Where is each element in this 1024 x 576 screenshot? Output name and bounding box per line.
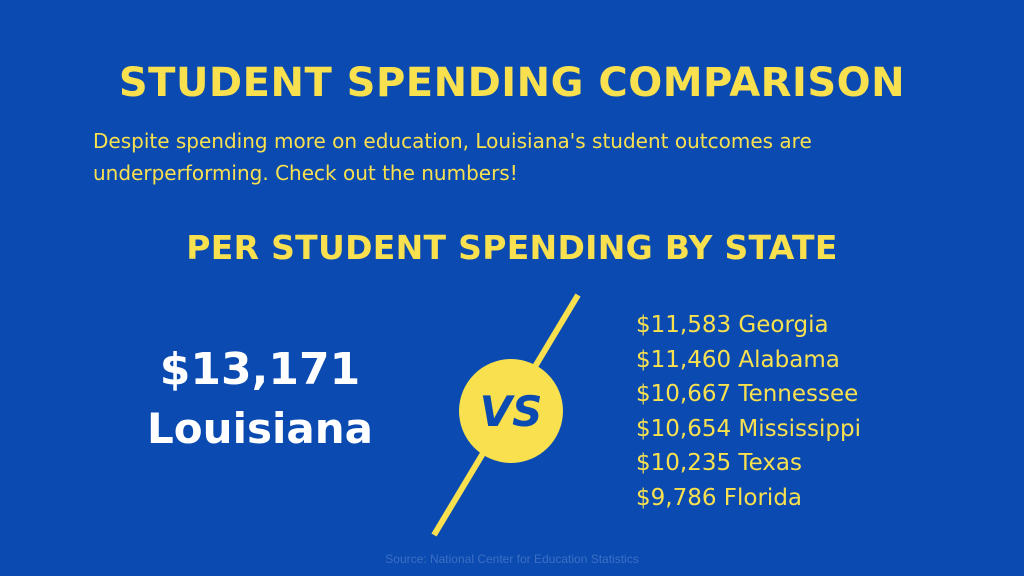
section-heading: PER STUDENT SPENDING BY STATE <box>186 228 838 267</box>
vs-divider-graphic: VS <box>431 293 581 537</box>
featured-state-block: $13,171 Louisiana <box>100 342 420 460</box>
featured-state-name: Louisiana <box>147 404 373 453</box>
featured-amount: $13,171 <box>159 344 361 395</box>
list-item: $10,667 Tennessee <box>636 381 859 407</box>
list-item: $10,654 Mississippi <box>636 415 861 442</box>
vs-badge-circle <box>459 359 563 463</box>
subtitle-text: Despite spending more on education, Loui… <box>93 129 812 185</box>
list-item: $9,786 Florida <box>636 484 803 511</box>
source-citation: Source: National Center for Education St… <box>385 552 639 566</box>
comparison-state-list: $11,583 Georgia $11,460 Alabama $10,667 … <box>636 308 861 515</box>
list-item: $11,583 Georgia <box>636 312 829 338</box>
page-title: STUDENT SPENDING COMPARISON <box>118 60 906 106</box>
vs-badge-label: VS <box>480 387 543 436</box>
list-item: $10,235 Texas <box>636 450 802 476</box>
list-item: $11,460 Alabama <box>636 346 840 373</box>
